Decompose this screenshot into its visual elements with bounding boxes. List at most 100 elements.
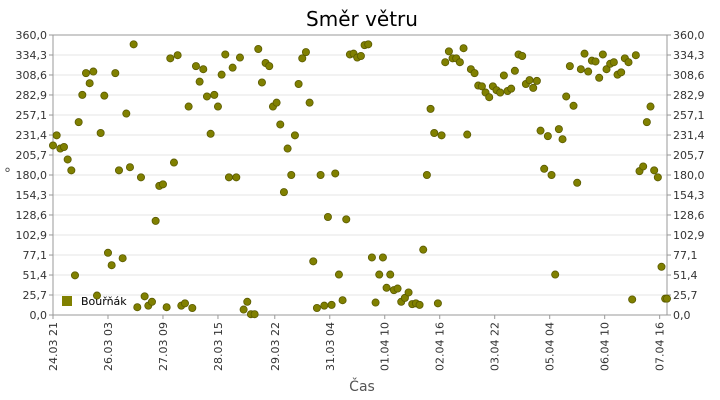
x-axis-label: Čas (349, 377, 375, 395)
y-tick-label: 334,3 (673, 49, 705, 62)
data-point (459, 44, 468, 53)
data-point (598, 50, 607, 59)
scatter-series (49, 40, 672, 319)
y-axis-left: 0,0 25,7 51,4 77,1 102,9 128,6 154,3 180,0 205,7… (16, 29, 53, 322)
data-point (624, 58, 633, 67)
data-point (125, 163, 134, 172)
data-point (250, 310, 259, 319)
data-point (100, 91, 109, 100)
data-point (580, 49, 589, 58)
y-tick-label: 360,0 (673, 29, 705, 42)
y-tick-label: 0,0 (673, 309, 691, 322)
data-point (169, 158, 178, 167)
data-point (444, 47, 453, 56)
data-point (584, 67, 593, 76)
legend: Bouřňák (62, 295, 127, 308)
data-point (441, 58, 450, 67)
data-point (312, 303, 321, 312)
y-tick-label: 102,9 (16, 229, 48, 242)
data-point (327, 300, 336, 309)
y-tick-label: 360,0 (16, 29, 48, 42)
data-point (111, 69, 120, 78)
data-point (276, 120, 285, 129)
x-tick-label: 28.03 15 (212, 322, 225, 371)
y-tick-label: 334,3 (16, 49, 48, 62)
data-point (525, 76, 534, 85)
y-tick-label: 308,6 (16, 69, 48, 82)
data-point (499, 71, 508, 80)
data-point (147, 297, 156, 306)
data-point (257, 78, 266, 87)
data-point (221, 50, 230, 59)
data-point (206, 129, 215, 138)
data-point (217, 70, 226, 79)
data-point (558, 135, 567, 144)
data-point (63, 155, 72, 164)
y-tick-label: 77,1 (23, 249, 48, 262)
data-point (617, 68, 626, 77)
data-point (393, 284, 402, 293)
y-tick-label: 308,6 (673, 69, 705, 82)
x-tick-label: 27.03 09 (157, 322, 170, 371)
y-tick-label: 25,7 (673, 289, 698, 302)
data-point (232, 173, 241, 182)
data-point (213, 102, 222, 111)
data-point (309, 257, 318, 266)
data-point (569, 101, 578, 110)
data-point (371, 298, 380, 307)
data-point (184, 102, 193, 111)
x-tick-label: 29.03 22 (269, 322, 282, 371)
data-point (562, 92, 571, 101)
gridlines (53, 34, 667, 316)
data-point (136, 173, 145, 182)
data-point (283, 144, 292, 153)
data-point (404, 288, 413, 297)
data-point (536, 126, 545, 135)
y-tick-label: 102,9 (673, 229, 705, 242)
x-tick-label: 02.04 16 (434, 322, 447, 371)
data-point (342, 215, 351, 224)
data-point (89, 67, 98, 76)
data-point (188, 303, 197, 312)
data-point (129, 40, 138, 49)
y-tick-label: 77,1 (673, 249, 698, 262)
y-tick-label: 128,6 (673, 209, 705, 222)
data-point (294, 80, 303, 89)
data-point (382, 283, 391, 292)
data-point (554, 125, 563, 134)
y-tick-label: 282,9 (673, 89, 705, 102)
data-point (367, 253, 376, 262)
data-point (199, 65, 208, 74)
data-point (305, 98, 314, 107)
y-tick-label: 51,4 (23, 269, 48, 282)
data-point (415, 300, 424, 309)
y-tick-label: 231,4 (673, 129, 705, 142)
x-tick-label: 05.04 04 (544, 322, 557, 371)
data-point (532, 76, 541, 85)
y-tick-label: 180,0 (673, 169, 705, 182)
data-point (576, 65, 585, 74)
data-point (158, 180, 167, 189)
y-tick-label: 51,4 (673, 269, 698, 282)
plot-frame (52, 34, 668, 316)
data-point (81, 69, 90, 78)
data-point (338, 296, 347, 305)
data-point (265, 62, 274, 71)
y-tick-label: 205,7 (16, 149, 48, 162)
data-point (628, 295, 637, 304)
data-point (518, 52, 527, 61)
data-point (103, 248, 112, 257)
data-point (433, 299, 442, 308)
data-point (653, 173, 662, 182)
data-point (591, 57, 600, 66)
data-point (67, 166, 76, 175)
data-point (301, 48, 310, 57)
data-point (191, 62, 200, 71)
y-tick-label: 128,6 (16, 209, 48, 222)
data-point (323, 212, 332, 221)
data-point (49, 141, 58, 150)
data-point (430, 128, 439, 137)
y-tick-label: 257,1 (673, 109, 705, 122)
y-tick-label: 205,7 (673, 149, 705, 162)
data-point (356, 52, 365, 61)
